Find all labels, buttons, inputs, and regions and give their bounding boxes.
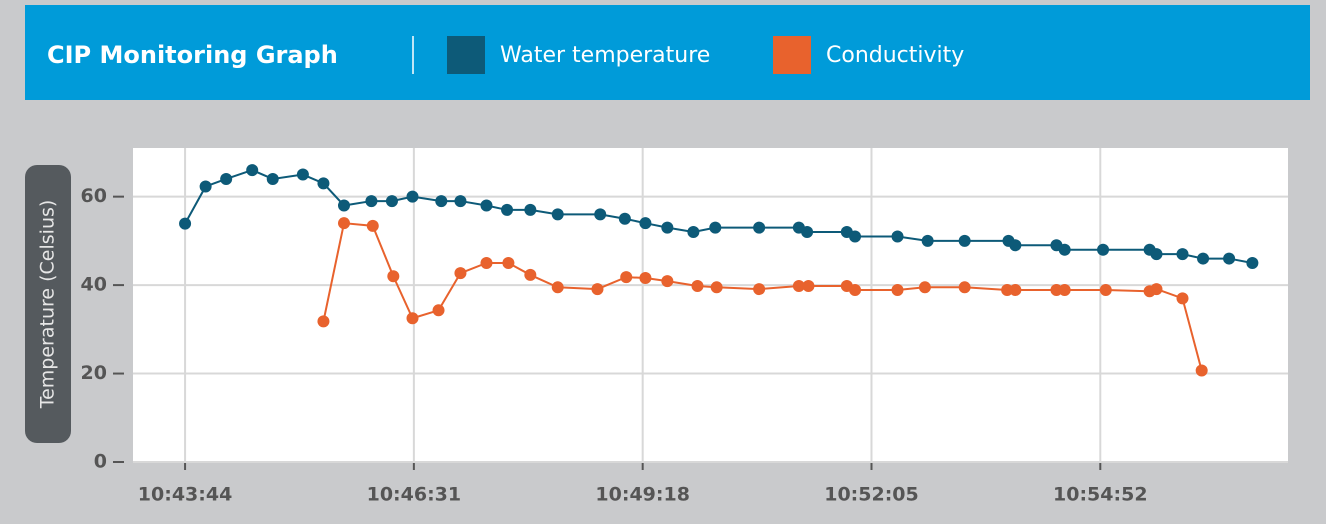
data-point: [620, 271, 632, 283]
page: CIP Monitoring Graph Temperature (Celsiu…: [0, 0, 1326, 524]
data-point: [502, 257, 514, 269]
data-point: [552, 281, 564, 293]
data-point: [959, 235, 971, 247]
data-point: [297, 169, 309, 181]
data-point: [1059, 244, 1071, 256]
data-point: [709, 222, 721, 234]
data-point: [802, 280, 814, 292]
legend-label: Water temperature: [500, 43, 710, 68]
data-point: [317, 177, 329, 189]
data-point: [480, 257, 492, 269]
x-tick-label: 10:46:31: [367, 484, 462, 506]
data-point: [594, 208, 606, 220]
y-axis-label: Temperature (Celsius): [37, 200, 59, 410]
data-point: [317, 315, 329, 327]
y-tick-label: 40: [81, 274, 107, 296]
data-point: [892, 230, 904, 242]
data-point: [480, 199, 492, 211]
chart-title: CIP Monitoring Graph: [47, 41, 338, 69]
data-point: [1100, 284, 1112, 296]
data-point: [407, 312, 419, 324]
data-point: [711, 281, 723, 293]
x-tick-label: 10:43:44: [138, 484, 233, 506]
data-point: [454, 195, 466, 207]
y-tick-label: 60: [81, 185, 107, 207]
data-point: [338, 217, 350, 229]
data-point: [1223, 253, 1235, 265]
data-point: [753, 222, 765, 234]
data-point: [619, 213, 631, 225]
data-point: [365, 195, 377, 207]
data-point: [1197, 253, 1209, 265]
data-point: [246, 164, 258, 176]
data-point: [220, 173, 232, 185]
chart: CIP Monitoring Graph Temperature (Celsiu…: [0, 0, 1326, 524]
data-point: [267, 173, 279, 185]
data-point: [661, 275, 673, 287]
data-point: [1097, 244, 1109, 256]
data-point: [591, 283, 603, 295]
y-tick-label: 20: [81, 362, 107, 384]
legend-swatch: [773, 36, 811, 74]
data-point: [1177, 248, 1189, 260]
x-tick-label: 10:52:05: [824, 484, 919, 506]
data-point: [849, 284, 861, 296]
data-point: [1009, 239, 1021, 251]
data-point: [179, 218, 191, 230]
data-point: [959, 281, 971, 293]
data-point: [691, 280, 703, 292]
data-point: [524, 269, 536, 281]
legend-swatch: [447, 36, 485, 74]
x-tick-label: 10:49:18: [595, 484, 690, 506]
data-point: [407, 191, 419, 203]
data-point: [849, 230, 861, 242]
data-point: [922, 235, 934, 247]
data-point: [1150, 248, 1162, 260]
data-point: [552, 208, 564, 220]
data-point: [367, 220, 379, 232]
data-point: [639, 217, 651, 229]
data-point: [386, 195, 398, 207]
x-tick-label: 10:54:52: [1053, 484, 1148, 506]
y-tick-label: 0: [94, 451, 107, 473]
data-point: [1150, 283, 1162, 295]
data-point: [387, 270, 399, 282]
data-point: [1196, 364, 1208, 376]
data-point: [501, 204, 513, 216]
plot-area: [133, 148, 1288, 462]
data-point: [892, 284, 904, 296]
data-point: [524, 204, 536, 216]
data-point: [639, 272, 651, 284]
data-point: [661, 222, 673, 234]
data-point: [338, 199, 350, 211]
data-point: [753, 283, 765, 295]
data-point: [454, 267, 466, 279]
data-point: [433, 304, 445, 316]
data-point: [435, 195, 447, 207]
data-point: [801, 226, 813, 238]
data-point: [200, 180, 212, 192]
data-point: [1246, 257, 1258, 269]
data-point: [919, 281, 931, 293]
data-point: [1177, 292, 1189, 304]
data-point: [687, 226, 699, 238]
data-point: [1059, 284, 1071, 296]
data-point: [1009, 284, 1021, 296]
legend-label: Conductivity: [826, 43, 964, 68]
